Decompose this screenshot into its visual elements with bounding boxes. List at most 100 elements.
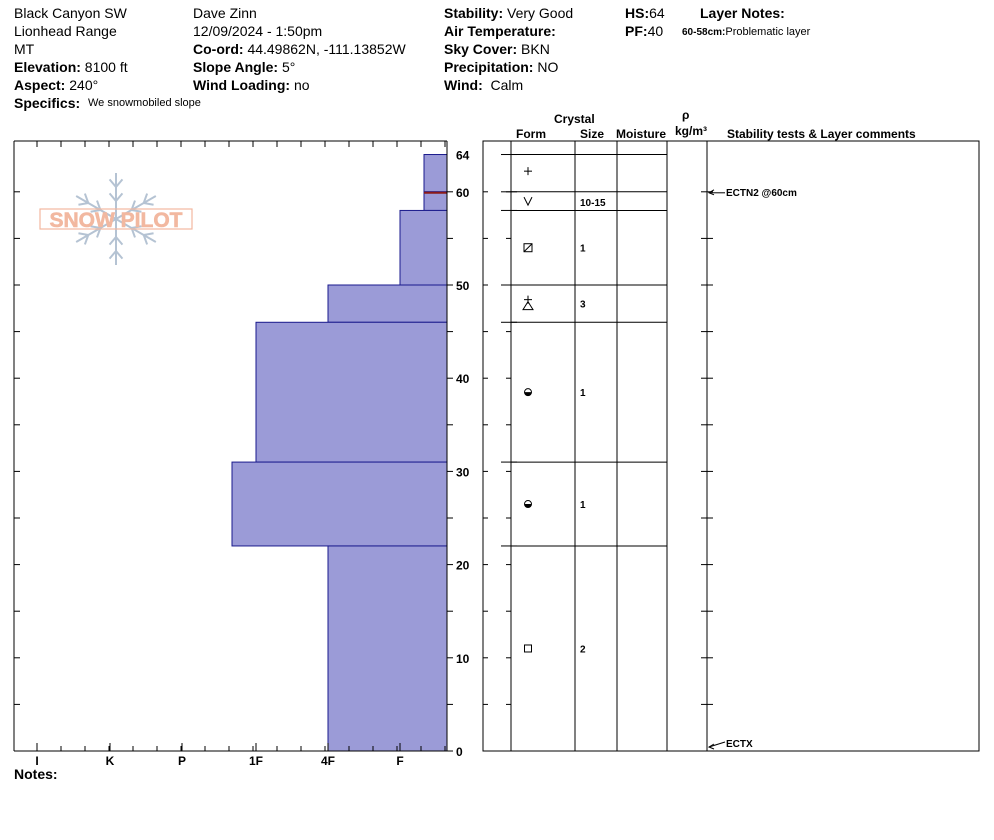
stability-test-arrow: [708, 741, 726, 748]
crystal-header: Crystal: [554, 112, 595, 126]
snowflake-branch: [78, 202, 89, 206]
snowflake-arm: [75, 195, 117, 220]
hardness-bar: [399, 209, 448, 286]
snowflake-branch: [83, 234, 90, 245]
box-slash-icon: [523, 243, 533, 253]
stability-test-arrow: [707, 743, 715, 750]
elevation: Elevation: 8100 ft: [14, 58, 128, 76]
size-header: Size: [580, 127, 605, 141]
snowflake-branch: [115, 236, 124, 246]
specifics-value: We snowmobiled slope: [88, 97, 201, 109]
box-slash-icon: [523, 243, 533, 253]
pf-label: PF:: [625, 23, 648, 39]
wind-value: Calm: [490, 77, 524, 93]
snowflake-branch: [108, 178, 117, 188]
coordinates: Co-ord: 44.49862N, -111.13852W: [193, 40, 406, 58]
precip-value: NO: [537, 59, 559, 75]
layer-note-text: Problematic layer: [725, 26, 811, 38]
crystal-form-icon: [523, 196, 533, 207]
wind-loading-label: Wind Loading:: [193, 77, 291, 93]
depth-tick-label: 64: [456, 149, 470, 163]
slope-value: 5°: [281, 59, 296, 75]
stability-value: Very Good: [507, 5, 574, 21]
hs-label: HS:: [625, 5, 650, 21]
logo-text: SNOW PILOT: [50, 209, 183, 232]
air-temperature: Air Temperature:: [444, 22, 556, 40]
crystal-form-icon: [523, 243, 533, 253]
wind-loading-value: no: [293, 77, 310, 93]
depth-tick-label: 50: [456, 279, 470, 293]
hardness-tick-label: 1F: [249, 754, 263, 768]
crystal-form-icon: [524, 167, 532, 176]
crystal-size: 1: [580, 244, 586, 255]
snow-height: HS:64: [625, 4, 665, 22]
location-name: Black Canyon SW: [14, 5, 127, 21]
snowflake-branch: [108, 236, 117, 246]
crystal-form-icon: [522, 295, 534, 311]
stability: Stability: Very Good: [444, 4, 573, 22]
coord-label: Co-ord:: [193, 41, 244, 57]
crystal-form-icon: [524, 500, 532, 509]
rounded-grain-icon: [524, 504, 532, 508]
hardness-tick-label: 4F: [321, 754, 335, 768]
form-header: Form: [516, 127, 546, 141]
stability-test-label: ECTN2 @60cm: [726, 188, 797, 199]
elevation-value: 8100 ft: [84, 59, 128, 75]
crystal-size: 3: [580, 300, 586, 311]
depth-tick-label: 40: [456, 372, 470, 386]
snowflake-arm: [75, 218, 117, 243]
snowflake-branch: [131, 225, 142, 229]
snowflake-branch: [115, 178, 124, 188]
sky-value: BKN: [521, 41, 550, 57]
aspect-value: 240°: [69, 77, 99, 93]
hardness-bar: [327, 284, 448, 323]
hardness-tick-label: P: [178, 754, 186, 768]
stability-test-arrow: [707, 189, 715, 196]
hardness-bar: [327, 545, 448, 752]
snowflake-branch: [108, 250, 117, 260]
crystal-form-icon: [524, 388, 532, 397]
layer-note: 60-58cm:Problematic layer: [682, 22, 810, 42]
depth-tick-label: 30: [456, 465, 470, 479]
sky-label: Sky Cover:: [444, 41, 518, 57]
hardness-tick-label: F: [396, 754, 403, 768]
depth-tick-label: 0: [456, 745, 463, 759]
stability-label: Stability:: [444, 5, 504, 21]
hardness-tick-label: I: [35, 754, 38, 768]
density-rho-header: ρ: [682, 108, 690, 122]
aspect: Aspect: 240°: [14, 76, 98, 94]
stability-test-label: ECTX: [726, 739, 753, 750]
penetration-foot: PF:40: [625, 22, 663, 40]
hardness-tick-label: K: [106, 754, 115, 768]
elevation-label: Elevation:: [14, 59, 81, 75]
density-unit-header: kg/m³: [675, 124, 708, 138]
depth-tick-label: 60: [456, 186, 470, 200]
pf-value: 40: [647, 23, 664, 39]
notes-label: Notes:: [14, 766, 58, 782]
snowflake-arm: [115, 218, 157, 243]
hardness-bar: [231, 461, 448, 547]
snowflake-arm: [115, 195, 157, 220]
layer-notes-label: Layer Notes:: [700, 5, 785, 21]
air-temp-label: Air Temperature:: [444, 23, 556, 39]
precipitation: Precipitation: NO: [444, 58, 558, 76]
crystal-size: 1: [580, 388, 586, 399]
snowflake-branch: [143, 232, 154, 236]
snowflake-branch: [115, 192, 124, 202]
moisture-header: Moisture: [616, 127, 667, 141]
snowflake-branch: [90, 225, 101, 229]
snowflake-branch: [142, 193, 149, 204]
wind-loading: Wind Loading: no: [193, 76, 310, 94]
observation-datetime: 12/09/2024 - 1:50pm: [193, 23, 323, 39]
observer-name: Dave Zinn: [193, 5, 257, 21]
logo-banner: [39, 208, 193, 230]
aspect-label: Aspect:: [14, 77, 66, 93]
range-name: Lionhead Range: [14, 23, 117, 39]
state-name: MT: [14, 41, 35, 57]
wind-label: Wind:: [444, 77, 483, 93]
crystal-size: 1: [580, 500, 586, 511]
crystal-size: 2: [580, 644, 586, 655]
snowflake-icon: [75, 173, 157, 265]
snowflake-branch: [90, 209, 101, 213]
